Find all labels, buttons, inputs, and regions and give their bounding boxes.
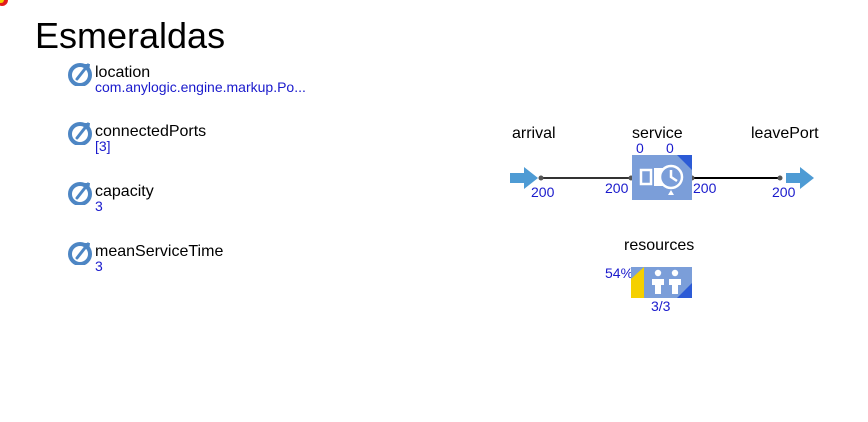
parameter-name: capacity: [95, 183, 154, 200]
agent-title: Esmeraldas: [35, 15, 226, 56]
service-delay-count: 0: [666, 140, 674, 156]
source-arrow-icon[interactable]: [510, 167, 538, 189]
resources-available: 3/3: [651, 298, 671, 314]
service-in-count: 200: [605, 180, 629, 196]
parameter-icon: [68, 122, 92, 145]
arrival-label: arrival: [512, 125, 556, 142]
parameter-icon: [68, 63, 92, 86]
service-label: service: [632, 125, 683, 142]
parameter-value: [3]: [95, 138, 111, 154]
leave-port-in-count: 200: [772, 184, 796, 200]
resource-pool-people-icon[interactable]: [631, 267, 692, 298]
parameter-name: connectedPorts: [95, 123, 207, 140]
service-block-icon[interactable]: [632, 155, 692, 200]
resources-utilization: 54%: [605, 265, 634, 281]
service-queue-count: 0: [636, 140, 644, 156]
parameter-value: com.anylogic.engine.markup.Po...: [95, 79, 306, 95]
parameter-value: 3: [95, 198, 103, 214]
parameter-icon: [68, 182, 92, 205]
exit-arrow-icon[interactable]: [786, 167, 814, 189]
corner-mark-icon: [0, 0, 8, 6]
arrival-out-count: 200: [531, 184, 555, 200]
parameter-value: 3: [95, 258, 103, 274]
service-out-count: 200: [693, 180, 717, 196]
leave-port-label: leavePort: [751, 125, 819, 142]
port-dot: [538, 175, 544, 181]
parameter-icon: [68, 242, 92, 265]
parameter-name: location: [95, 64, 151, 81]
parameter-name: meanServiceTime: [95, 243, 224, 260]
port-dot: [777, 175, 783, 181]
resources-label: resources: [624, 237, 695, 254]
